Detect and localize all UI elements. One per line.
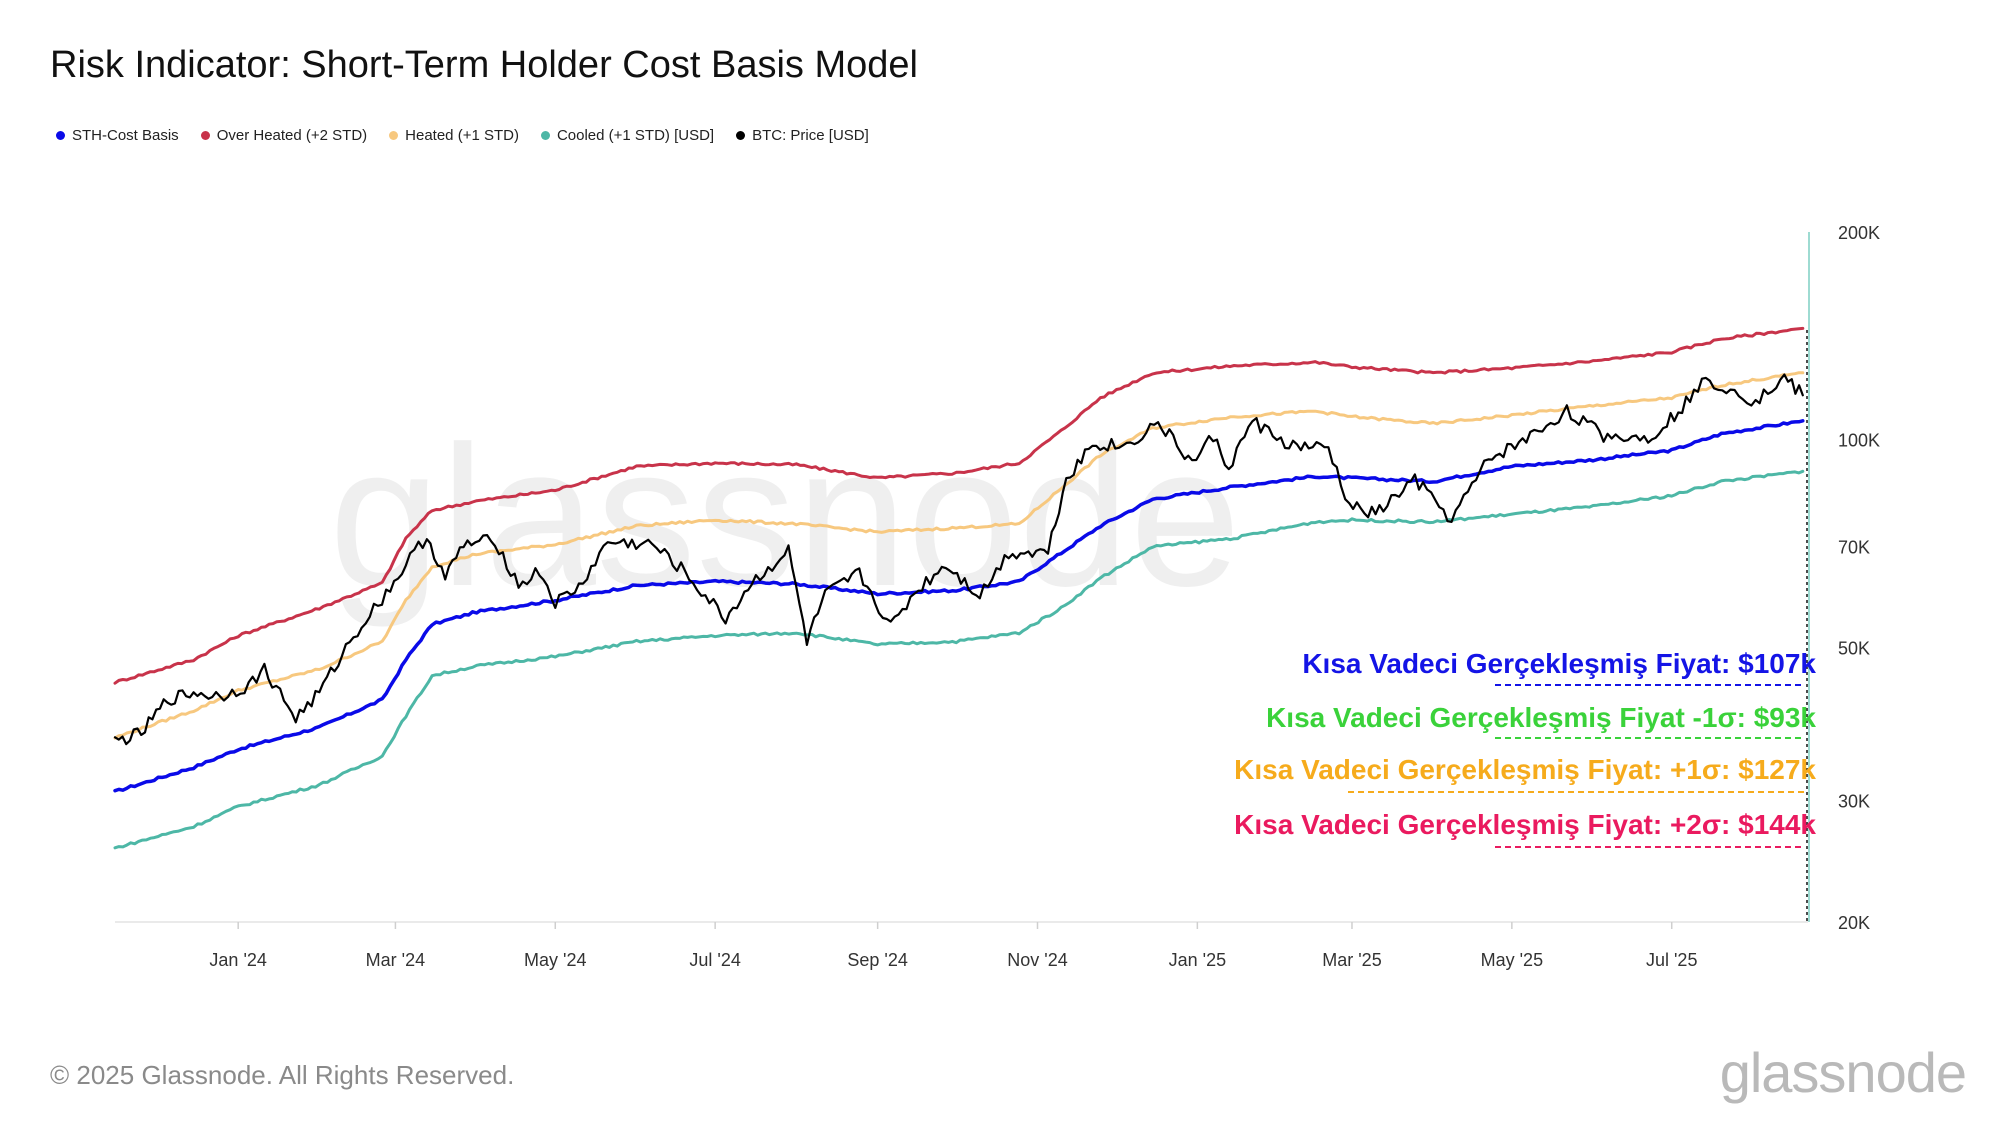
legend-label: STH-Cost Basis <box>72 127 179 144</box>
brand-logo: glassnode <box>1719 1041 1967 1104</box>
y-tick-label: 100K <box>1838 431 1880 451</box>
y-tick-label: 20K <box>1838 913 1870 933</box>
legend-item[interactable]: Cooled (+1 STD) [USD] <box>540 127 715 144</box>
legend-label: Heated (+1 STD) <box>405 127 519 144</box>
annotation-label: Kısa Vadeci Gerçekleşmiş Fiyat: +1σ: $12… <box>1234 754 1816 785</box>
legend-item[interactable]: STH-Cost Basis <box>56 127 179 144</box>
series-line-0 <box>113 419 1805 793</box>
x-tick-label: Jan '24 <box>209 950 266 970</box>
legend-item[interactable]: Over Heated (+2 STD) <box>200 127 368 144</box>
annotation-label: Kısa Vadeci Gerçekleşmiş Fiyat -1σ: $93k <box>1266 702 1816 733</box>
legend-item[interactable]: BTC: Price [USD] <box>736 127 869 144</box>
x-tick-label: May '25 <box>1481 950 1543 970</box>
legend-dot-icon <box>736 131 746 140</box>
copyright-footer: © 2025 Glassnode. All Rights Reserved. <box>50 1060 515 1090</box>
legend-label: Over Heated (+2 STD) <box>216 127 368 144</box>
series-line-4 <box>113 373 1804 746</box>
legend-label: BTC: Price [USD] <box>752 127 869 144</box>
y-tick-label: 50K <box>1838 638 1870 658</box>
axis-layer: Jan '24 Mar '24 May '24 Jul '24 Sep '24 Nov '… <box>115 223 1880 970</box>
x-tick-label: Nov '24 <box>1007 950 1067 970</box>
legend: STH-Cost Basis Over Heated (+2 STD) Heated… <box>56 127 869 144</box>
annotation-label: Kısa Vadeci Gerçekleşmiş Fiyat: $107k <box>1302 648 1816 679</box>
legend-dot-icon <box>200 131 210 140</box>
legend-item[interactable]: Heated (+1 STD) <box>389 127 519 144</box>
chart-title: Risk Indicator: Short-Term Holder Cost B… <box>50 44 918 86</box>
legend-dot-icon <box>389 131 399 140</box>
legend-dot-icon <box>540 131 550 140</box>
x-tick-label: Jan '25 <box>1169 950 1226 970</box>
x-tick-label: Jul '24 <box>689 950 740 970</box>
watermark: glassnode <box>329 405 1241 628</box>
series-layer <box>113 326 1805 850</box>
x-tick-label: Mar '24 <box>366 950 425 970</box>
x-tick-label: Sep '24 <box>847 950 908 970</box>
y-tick-label: 30K <box>1838 791 1870 811</box>
annotation-layer: Kısa Vadeci Gerçekleşmiş Fiyat: $107k Kıs… <box>1234 648 1816 848</box>
series-line-1 <box>113 326 1805 685</box>
legend-label: Cooled (+1 STD) [USD] <box>556 127 715 144</box>
legend-dot-icon <box>56 131 65 140</box>
x-tick-label: Jul '25 <box>1646 950 1697 970</box>
series-line-3 <box>113 469 1805 850</box>
annotation-label: Kısa Vadeci Gerçekleşmiş Fiyat: +2σ: $14… <box>1234 809 1816 840</box>
x-tick-label: May '24 <box>524 950 586 970</box>
y-tick-label: 200K <box>1838 223 1880 243</box>
series-line-2 <box>113 371 1805 740</box>
y-tick-label: 70K <box>1838 538 1870 558</box>
x-tick-label: Mar '25 <box>1322 950 1381 970</box>
